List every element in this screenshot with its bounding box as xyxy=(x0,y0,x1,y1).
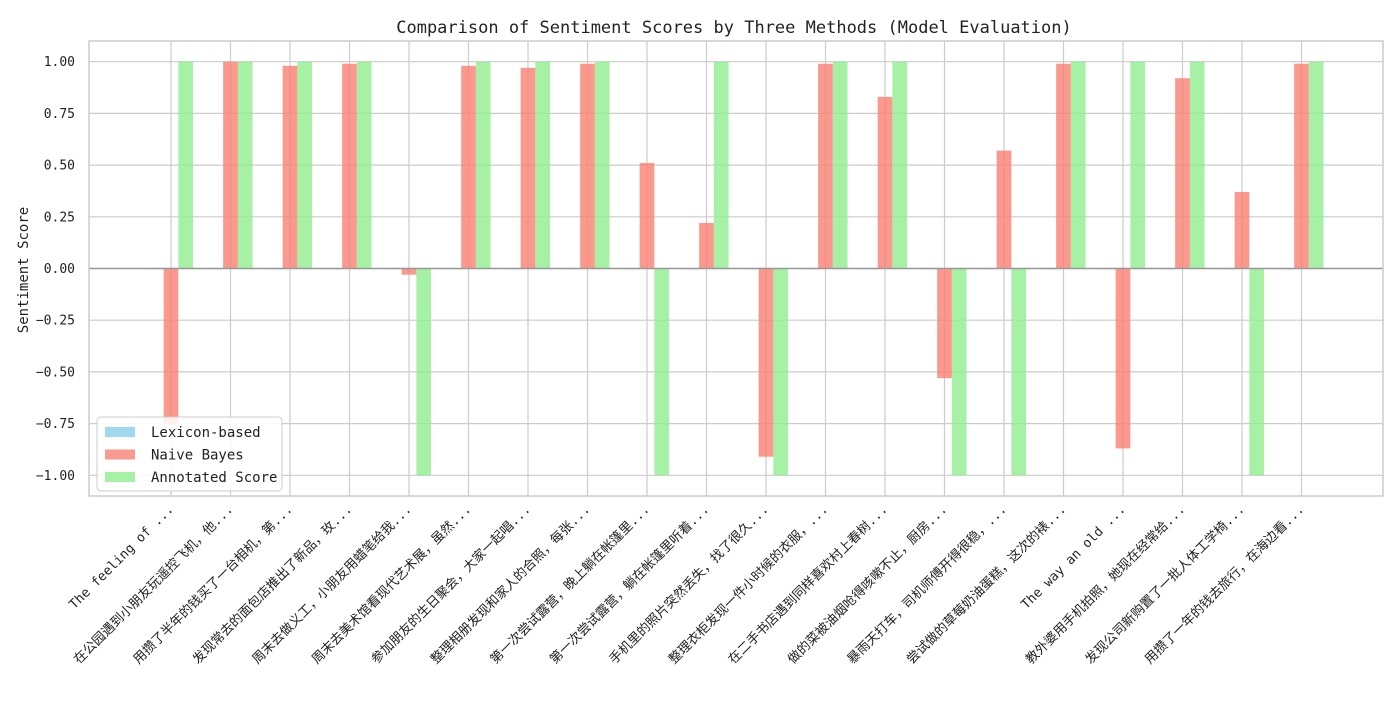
bar-naive_bayes xyxy=(1175,78,1190,269)
y-tick-label: 0.75 xyxy=(44,107,75,122)
bar-naive_bayes xyxy=(937,268,952,379)
bar-naive_bayes xyxy=(1115,268,1131,449)
bar-naive_bayes xyxy=(699,223,714,269)
legend-swatch-annotated xyxy=(105,472,135,482)
legend-swatch-lexicon xyxy=(105,427,135,437)
y-tick-label: −0.50 xyxy=(36,365,75,380)
bar-naive_bayes xyxy=(223,61,238,269)
y-tick-label: −1.00 xyxy=(36,469,75,484)
chart-title: Comparison of Sentiment Scores by Three … xyxy=(396,18,1072,38)
bar-naive_bayes xyxy=(1294,63,1309,269)
bar-naive_bayes xyxy=(758,268,774,457)
bar-naive_bayes xyxy=(877,96,893,269)
bar-naive_bayes xyxy=(639,163,655,269)
bar-naive_bayes xyxy=(818,63,833,269)
bar-naive_bayes xyxy=(461,65,476,269)
x-tick-label: The way an old ... xyxy=(1019,502,1129,612)
bar-annotated xyxy=(1070,61,1086,269)
bar-naive_bayes xyxy=(1234,191,1250,269)
y-tick-label: 0.00 xyxy=(44,262,75,277)
bar-naive_bayes xyxy=(580,63,595,269)
bar-annotated xyxy=(951,268,967,476)
bar-annotated xyxy=(535,61,551,269)
bar-annotated xyxy=(178,61,194,269)
bar-annotated xyxy=(713,61,729,269)
y-tick-label: 0.25 xyxy=(44,210,75,225)
bar-annotated xyxy=(297,61,313,269)
bar-annotated xyxy=(1130,61,1146,269)
axes-frame xyxy=(88,40,1384,497)
bar-annotated xyxy=(416,268,432,476)
bar-annotated xyxy=(1011,268,1027,476)
bar-annotated xyxy=(356,61,372,269)
bar-annotated xyxy=(654,268,670,476)
bar-naive_bayes xyxy=(163,268,179,424)
bar-naive_bayes xyxy=(282,65,298,269)
bar-naive_bayes xyxy=(520,67,536,269)
bar-annotated xyxy=(475,61,491,269)
bar-annotated xyxy=(237,61,253,269)
legend-box xyxy=(96,416,283,492)
legend-label-naive_bayes: Naive Bayes xyxy=(151,448,244,464)
legend-label-annotated: Annotated Score xyxy=(151,470,277,486)
bars-layer xyxy=(148,61,1324,476)
bar-annotated xyxy=(1189,61,1205,269)
bar-annotated xyxy=(773,268,789,476)
x-tick-label: The feeling of ... xyxy=(67,502,177,612)
x-tick-labels: The feeling of ...在公园遇到小朋友玩遥控飞机，他...用攒了半… xyxy=(67,502,1308,668)
legend-swatch-naive_bayes xyxy=(105,449,135,460)
legend-label-lexicon: Lexicon-based xyxy=(151,425,261,441)
bar-annotated xyxy=(1249,268,1265,476)
y-tick-label: 1.00 xyxy=(44,55,75,70)
bar-naive_bayes xyxy=(342,63,357,269)
bar-annotated xyxy=(832,61,848,269)
y-tick-label: −0.25 xyxy=(36,314,75,329)
bar-annotated xyxy=(594,61,610,269)
bar-annotated xyxy=(892,61,908,269)
bar-naive_bayes xyxy=(401,268,417,275)
bar-annotated xyxy=(1308,61,1324,269)
y-tick-label: −0.75 xyxy=(36,417,75,432)
bar-naive_bayes xyxy=(1056,63,1071,269)
y-axis-label: Sentiment Score xyxy=(16,207,32,333)
y-tick-label: 0.50 xyxy=(44,159,75,174)
bar-naive_bayes xyxy=(996,150,1012,269)
y-tick-labels: 1.00 0.75 0.50 0.25 0.00 −0.25 −0.50 −0.75 −1.00 xyxy=(36,55,75,484)
legend: Lexicon-based Naive Bayes Annotated Score xyxy=(96,416,283,492)
